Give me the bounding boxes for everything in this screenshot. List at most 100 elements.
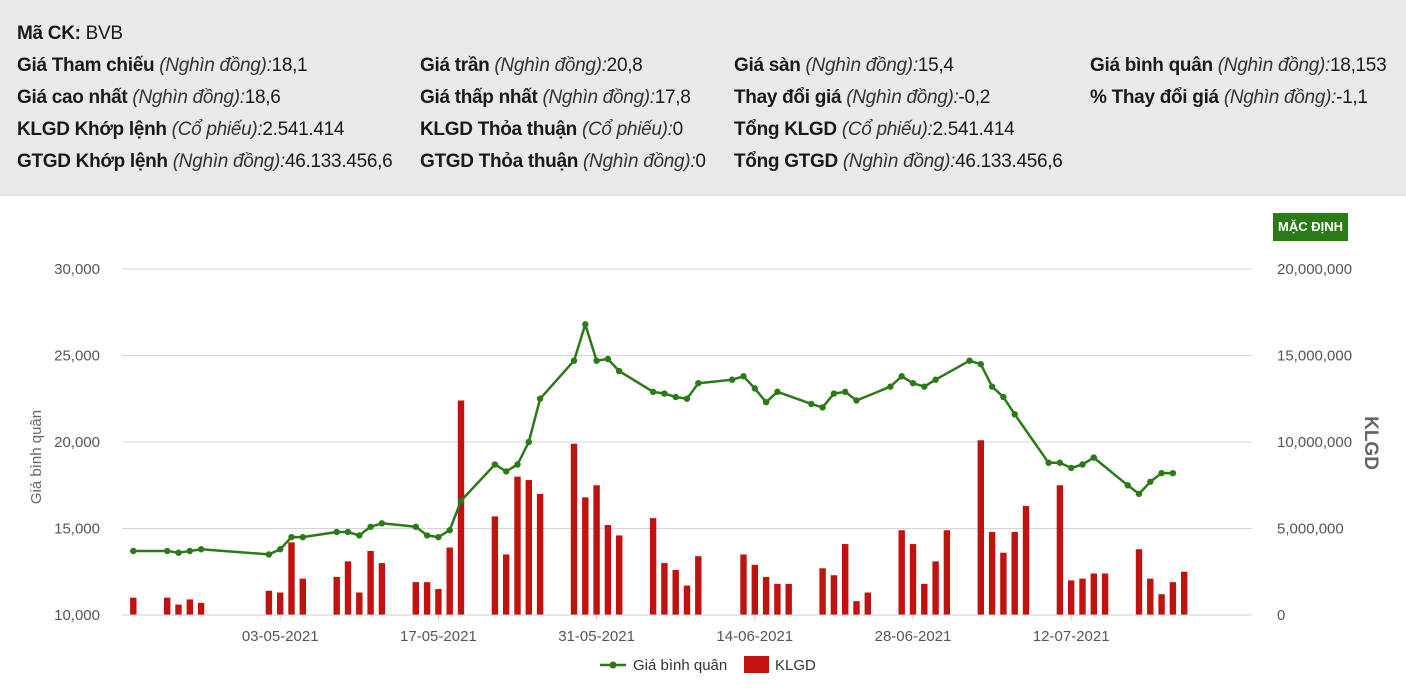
y-right-tick-label: 10,000,000	[1277, 434, 1352, 451]
volume-bar	[898, 530, 905, 615]
x-tick-label: 17-05-2021	[400, 628, 477, 645]
price-point	[751, 385, 758, 392]
volume-bars	[130, 400, 1188, 615]
price-point	[1124, 482, 1131, 489]
price-point	[842, 388, 849, 396]
price-point	[740, 373, 747, 380]
volume-bar	[1135, 549, 1143, 615]
volume-bar	[525, 480, 532, 615]
price-point	[729, 376, 736, 383]
price-point	[367, 523, 374, 530]
volume-bar	[785, 583, 792, 615]
volume-bar	[977, 440, 984, 615]
volume-bar	[356, 592, 363, 615]
y-right-tick-label: 20,000,000	[1277, 261, 1352, 278]
volume-bar	[740, 554, 747, 615]
y-axis-right-title: KLGD	[1360, 416, 1381, 470]
volume-bar	[412, 582, 419, 615]
y-right-tick-label: 0	[1277, 607, 1285, 624]
price-point	[175, 549, 182, 556]
volume-bar	[932, 561, 939, 615]
info-field: Giá thấp nhất (Nghìn đồng):17,8	[420, 87, 691, 109]
info-field: KLGD Khớp lệnh (Cổ phiếu):2.541.414	[17, 119, 345, 141]
volume-bar	[1068, 580, 1075, 615]
volume-bar	[1158, 594, 1165, 615]
price-point	[525, 438, 532, 446]
volume-bar	[774, 583, 781, 615]
y-left-tick-label: 10,000	[54, 607, 100, 624]
price-point	[130, 547, 137, 555]
volume-bar	[604, 525, 612, 615]
price-point	[853, 397, 860, 404]
volume-bar	[988, 531, 996, 615]
info-field-label: GTGD Thỏa thuận	[420, 151, 579, 172]
info-field: GTGD Khớp lệnh (Nghìn đồng):46.133.456,6	[17, 151, 393, 173]
ticker-line: Mã CK: BVB	[17, 23, 123, 45]
price-volume-chart: 10,000 15,000 20,000 25,000 30,000 0 5,000,000…	[28, 261, 1381, 674]
info-field-label: Giá bình quân	[1090, 55, 1213, 76]
price-point	[1079, 461, 1086, 468]
price-point	[514, 461, 521, 468]
info-field-unit: (Cổ phiếu):	[581, 119, 673, 140]
x-tick-label: 12-07-2021	[1033, 628, 1110, 645]
info-field: KLGD Thỏa thuận (Cổ phiếu):0	[420, 119, 683, 141]
info-field-unit: (Nghìn đồng):	[542, 87, 655, 108]
info-field-unit: (Nghìn đồng):	[842, 151, 956, 172]
info-field-label: Tổng GTGD	[734, 151, 838, 172]
volume-bar	[1147, 578, 1154, 615]
volume-bar	[1181, 571, 1188, 615]
price-point	[299, 533, 306, 541]
info-field-label: Thay đổi giá	[734, 87, 842, 108]
volume-bar	[1090, 573, 1097, 615]
price-point	[887, 383, 894, 390]
price-point	[1147, 478, 1154, 485]
volume-bar	[762, 576, 770, 615]
y-right-tick-label: 5,000,000	[1277, 521, 1344, 538]
info-field-label: % Thay đổi giá	[1090, 87, 1219, 108]
price-point	[683, 395, 691, 402]
info-field-unit: (Nghìn đồng):	[132, 87, 245, 108]
volume-bar	[842, 544, 849, 615]
price-point	[570, 357, 578, 364]
price-point	[616, 367, 623, 375]
info-field-label: Giá sàn	[734, 55, 801, 76]
info-field-label: Giá cao nhất	[17, 87, 128, 108]
price-point	[1000, 393, 1007, 401]
info-field: GTGD Thỏa thuận (Nghìn đồng):0	[420, 151, 706, 173]
x-tick-label: 03-05-2021	[242, 628, 319, 645]
chart-legend[interactable]: Giá bình quân KLGD	[600, 656, 816, 674]
volume-bar	[367, 550, 374, 615]
info-field-value: 18,153	[1330, 55, 1387, 76]
info-field: Tổng GTGD (Nghìn đồng):46.133.456,6	[734, 151, 1063, 173]
x-tick-label: 31-05-2021	[558, 628, 635, 645]
volume-bar	[288, 542, 295, 615]
info-field-unit: (Nghìn đồng):	[583, 151, 696, 172]
volume-bar	[1000, 552, 1007, 615]
price-point	[457, 497, 465, 505]
info-field-unit: (Nghìn đồng):	[1223, 87, 1337, 108]
info-field-value: 18,1	[271, 55, 308, 76]
stock-info-panel: Mã CK: BVB Giá Tham chiếu (Nghìn đồng):1…	[0, 0, 1406, 196]
price-point	[819, 404, 826, 411]
legend-item-volume[interactable]: KLGD	[744, 656, 816, 674]
info-field-unit: (Nghìn đồng):	[494, 55, 607, 76]
info-field: Tổng KLGD (Cổ phiếu):2.541.414	[734, 119, 1015, 141]
price-point	[604, 355, 612, 363]
price-point	[582, 321, 589, 328]
price-point	[491, 461, 499, 468]
volume-bar	[378, 563, 386, 615]
info-field: % Thay đổi giá (Nghìn đồng):-1,1	[1090, 87, 1368, 109]
volume-bar	[582, 497, 589, 615]
default-view-button[interactable]: MẶC ĐỊNH	[1273, 213, 1348, 241]
price-point	[695, 379, 702, 387]
legend-label-volume: KLGD	[775, 657, 816, 674]
volume-bar	[130, 597, 137, 615]
volume-bar	[853, 601, 860, 615]
volume-bar	[175, 604, 182, 615]
y-right-tick-label: 15,000,000	[1277, 348, 1352, 365]
price-line-path	[133, 323, 1173, 556]
volume-bar	[446, 547, 453, 615]
price-point	[1090, 454, 1098, 461]
legend-item-price[interactable]: Giá bình quân	[600, 657, 727, 674]
info-field-label: Tổng KLGD	[734, 119, 837, 140]
